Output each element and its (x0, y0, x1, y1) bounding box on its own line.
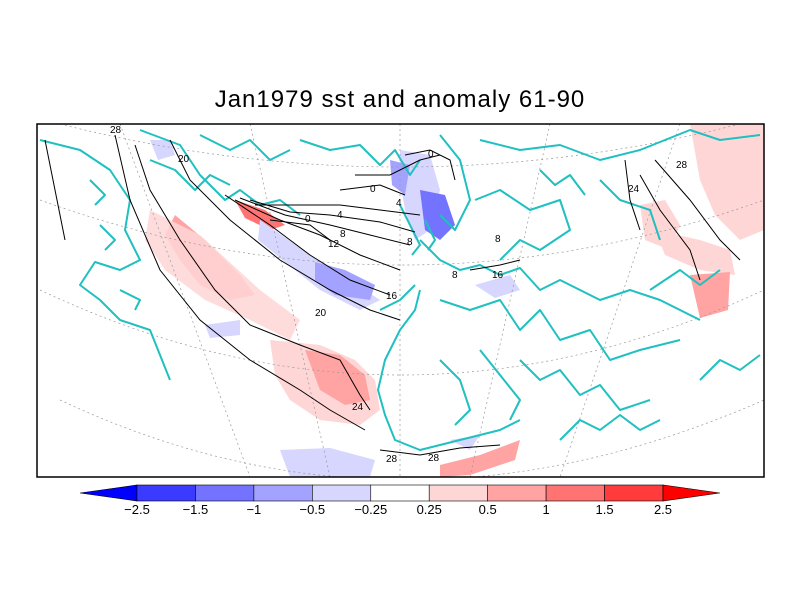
contour-label: 20 (315, 308, 327, 319)
colorbar-swatch (428, 484, 488, 502)
contour-label: 16 (386, 291, 398, 302)
colorbar-arrow-left (79, 484, 138, 502)
colorbar-swatch (136, 484, 196, 502)
anomaly-positive-shade (305, 350, 370, 405)
contour-label: 8 (407, 237, 413, 248)
colorbar-swatch (253, 484, 313, 502)
map-panel: 28 20 0 4 8 12 16 20 24 28 28 24 28 0 4 … (39, 124, 764, 477)
colorbar-swatch (370, 484, 430, 502)
contour-label: 20 (178, 154, 190, 165)
colorbar-tick-label: −0.5 (299, 502, 325, 517)
contour-label: 0 (428, 149, 434, 160)
colorbar-tick-label: −1.5 (183, 502, 209, 517)
anomaly-negative-shade (150, 140, 175, 160)
contour-label: 4 (337, 210, 343, 221)
contour-label: 8 (340, 229, 346, 240)
anomaly-negative-shade (315, 262, 375, 300)
contour-labels: 28 20 0 4 8 12 16 20 24 28 28 24 28 0 4 … (110, 125, 688, 465)
contour-label: 28 (428, 453, 440, 464)
colorbar-swatch (545, 484, 605, 502)
colorbar-swatch (604, 484, 664, 502)
map-title: Jan1979 sst and anomaly 61-90 (214, 86, 586, 113)
colorbar: −2.5 −1.5 −1 −0.5 −0.25 0.25 0.5 1 1.5 2.5 (79, 484, 721, 517)
colorbar-tick-label: 1.5 (596, 502, 614, 517)
contour-label: 0 (370, 184, 376, 195)
coastlines (39, 129, 761, 451)
contour-label: 24 (352, 402, 364, 413)
colorbar-tick-label: 2.5 (654, 502, 672, 517)
contour-label: 16 (492, 270, 504, 281)
contour-label: 8 (452, 270, 458, 281)
contour-label: 28 (386, 454, 398, 465)
colorbar-tick-label: −0.25 (354, 502, 387, 517)
anomaly-negative-shade (205, 320, 240, 338)
sst-contours (44, 134, 741, 456)
anomaly-positive-shade (690, 272, 730, 318)
colorbar-tick-label: 0.25 (417, 502, 442, 517)
contour-label: 0 (305, 214, 311, 225)
colorbar-tick-label: −1 (246, 502, 261, 517)
contour-label: 8 (495, 234, 501, 245)
anomaly-positive-shade (440, 440, 520, 477)
contour-label: 4 (396, 198, 402, 209)
colorbar-tick-label: 0.5 (479, 502, 497, 517)
contour-label: 28 (110, 125, 122, 136)
anomaly-positive-shade (145, 210, 300, 340)
map-frame (36, 123, 765, 478)
anomaly-shading (145, 124, 764, 477)
colorbar-swatch (487, 484, 547, 502)
anomaly-negative-shade (390, 160, 410, 195)
colorbar-arrow-right (662, 484, 721, 502)
contour-label: 28 (676, 160, 688, 171)
colorbar-tick-label: 1 (542, 502, 549, 517)
contour-label: 12 (328, 239, 340, 250)
anomaly-negative-shade (280, 448, 375, 477)
anomaly-negative-shade (450, 435, 480, 450)
anomaly-positive-shade (655, 230, 735, 275)
colorbar-tick-label: −2.5 (124, 502, 150, 517)
anomaly-positive-shade (690, 124, 764, 240)
colorbar-swatch (312, 484, 372, 502)
colorbar-swatch (195, 484, 255, 502)
contour-label: 24 (628, 184, 640, 195)
anomaly-negative-shade (475, 275, 520, 298)
